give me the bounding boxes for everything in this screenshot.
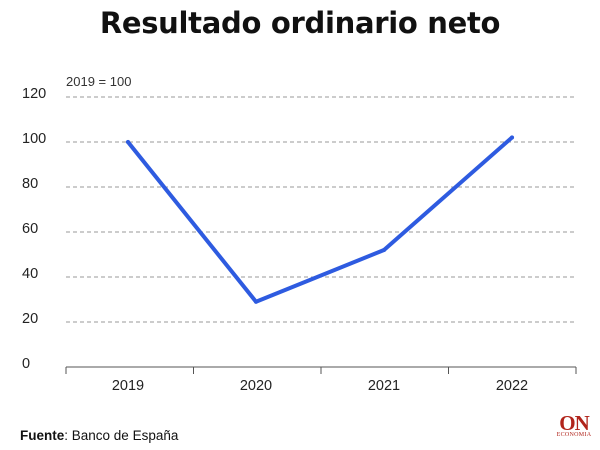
grid-lines bbox=[66, 96, 576, 323]
y-axis: 0 20 40 60 80 100 120 bbox=[22, 86, 46, 372]
source-text: : Banco de España bbox=[64, 428, 179, 443]
data-point-2019 bbox=[126, 140, 130, 144]
chart-subtitle: 2019 = 100 bbox=[66, 74, 131, 89]
logo-sub-text: ECONOMIA bbox=[556, 432, 592, 438]
x-tick-label-2019: 2019 bbox=[112, 378, 144, 394]
logo-main-text: ON bbox=[559, 411, 590, 435]
y-tick-label-100: 100 bbox=[22, 131, 46, 147]
data-point-2020 bbox=[254, 299, 258, 304]
y-tick-label-80: 80 bbox=[22, 176, 38, 192]
y-tick-label-40: 40 bbox=[22, 266, 38, 282]
x-axis: 2019 2020 2021 2022 bbox=[65, 366, 577, 394]
x-tick-label-2020: 2020 bbox=[240, 378, 272, 394]
on-economia-logo: ON ECONOMIA bbox=[556, 411, 592, 439]
y-tick-label-0: 0 bbox=[22, 356, 30, 372]
y-tick-label-20: 20 bbox=[22, 311, 38, 327]
x-tick-label-2022: 2022 bbox=[496, 378, 528, 394]
chart-title: Resultado ordinario neto bbox=[99, 6, 501, 40]
y-tick-label-120: 120 bbox=[22, 86, 46, 102]
series-layer bbox=[126, 135, 514, 304]
y-tick-label-60: 60 bbox=[22, 221, 38, 237]
data-point-2022 bbox=[510, 135, 514, 140]
source-note: Fuente: Banco de España bbox=[20, 428, 178, 443]
series-line-0 bbox=[126, 135, 514, 304]
x-tick-label-2021: 2021 bbox=[368, 378, 400, 394]
data-point-2021 bbox=[382, 248, 386, 252]
source-label: Fuente bbox=[20, 428, 65, 443]
